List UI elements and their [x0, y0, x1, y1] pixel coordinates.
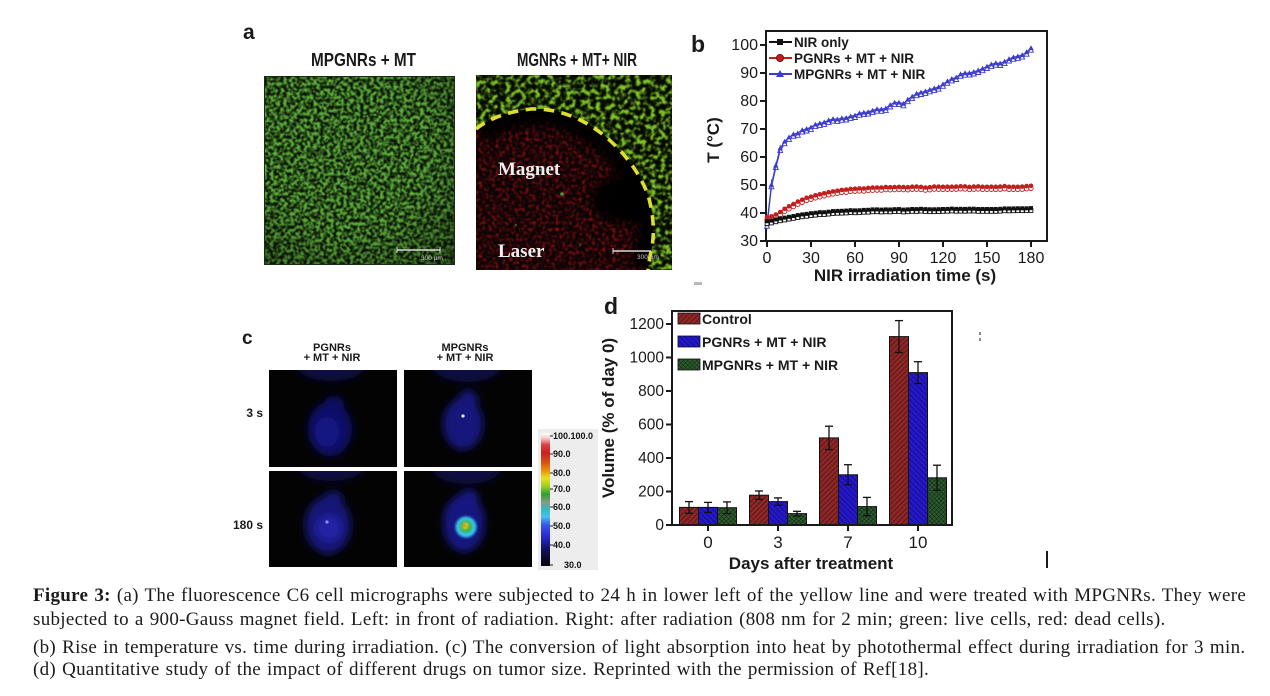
svg-text:MPGNRs + MT + NIR: MPGNRs + MT + NIR: [702, 357, 838, 373]
svg-text:90: 90: [890, 250, 908, 267]
svg-text:30: 30: [740, 233, 758, 250]
svg-text:Days after treatment: Days after treatment: [729, 554, 894, 573]
svg-text:60.0: 60.0: [553, 502, 571, 512]
svg-text:7: 7: [843, 533, 852, 552]
svg-text:30: 30: [802, 250, 820, 267]
svg-text:Volume (% of day 0): Volume (% of day 0): [599, 338, 618, 498]
svg-text:0: 0: [655, 517, 664, 534]
svg-text:0: 0: [703, 533, 712, 552]
svg-text:Magnet: Magnet: [498, 159, 561, 180]
svg-text:1000: 1000: [630, 350, 665, 367]
svg-text:300 µm: 300 µm: [637, 254, 659, 261]
svg-text:90: 90: [740, 65, 758, 82]
svg-text:600: 600: [638, 417, 664, 434]
svg-text:3: 3: [773, 533, 782, 552]
svg-text:0: 0: [763, 250, 772, 267]
svg-text:1200: 1200: [630, 316, 665, 333]
svg-text:200: 200: [638, 484, 664, 501]
svg-text:Laser: Laser: [498, 241, 545, 262]
svg-text:10: 10: [909, 533, 928, 552]
svg-text:80: 80: [740, 93, 758, 110]
svg-text:30.0: 30.0: [564, 560, 582, 570]
svg-text:60: 60: [740, 149, 758, 166]
svg-text:400: 400: [638, 450, 664, 467]
svg-text:300 µm: 300 µm: [421, 255, 443, 262]
svg-text:PGNRs + MT + NIR: PGNRs + MT + NIR: [702, 334, 826, 350]
svg-text:Control: Control: [702, 311, 752, 327]
svg-text:40.0: 40.0: [553, 540, 571, 550]
svg-text:NIR only: NIR only: [794, 35, 849, 50]
svg-text:90.0: 90.0: [553, 449, 571, 459]
svg-text:MPGNRs + MT + NIR: MPGNRs + MT + NIR: [794, 67, 926, 82]
svg-text:80.0: 80.0: [553, 468, 571, 478]
svg-text:120: 120: [930, 250, 957, 267]
svg-text:70.0: 70.0: [553, 484, 571, 494]
svg-text:60: 60: [846, 250, 864, 267]
svg-text:50: 50: [740, 177, 758, 194]
svg-text:40: 40: [740, 205, 758, 222]
svg-text:100.100.0: 100.100.0: [553, 431, 593, 441]
svg-text:50.0: 50.0: [553, 521, 571, 531]
svg-text:150: 150: [974, 250, 1001, 267]
svg-text:70: 70: [740, 121, 758, 138]
svg-text:NIR irradiation time (s): NIR irradiation time (s): [814, 266, 996, 285]
svg-text:180: 180: [1018, 250, 1045, 267]
svg-text:T (°C): T (°C): [704, 117, 723, 163]
svg-text:PGNRs + MT + NIR: PGNRs + MT + NIR: [794, 51, 914, 66]
svg-text:100: 100: [731, 37, 758, 54]
svg-text:800: 800: [638, 383, 664, 400]
